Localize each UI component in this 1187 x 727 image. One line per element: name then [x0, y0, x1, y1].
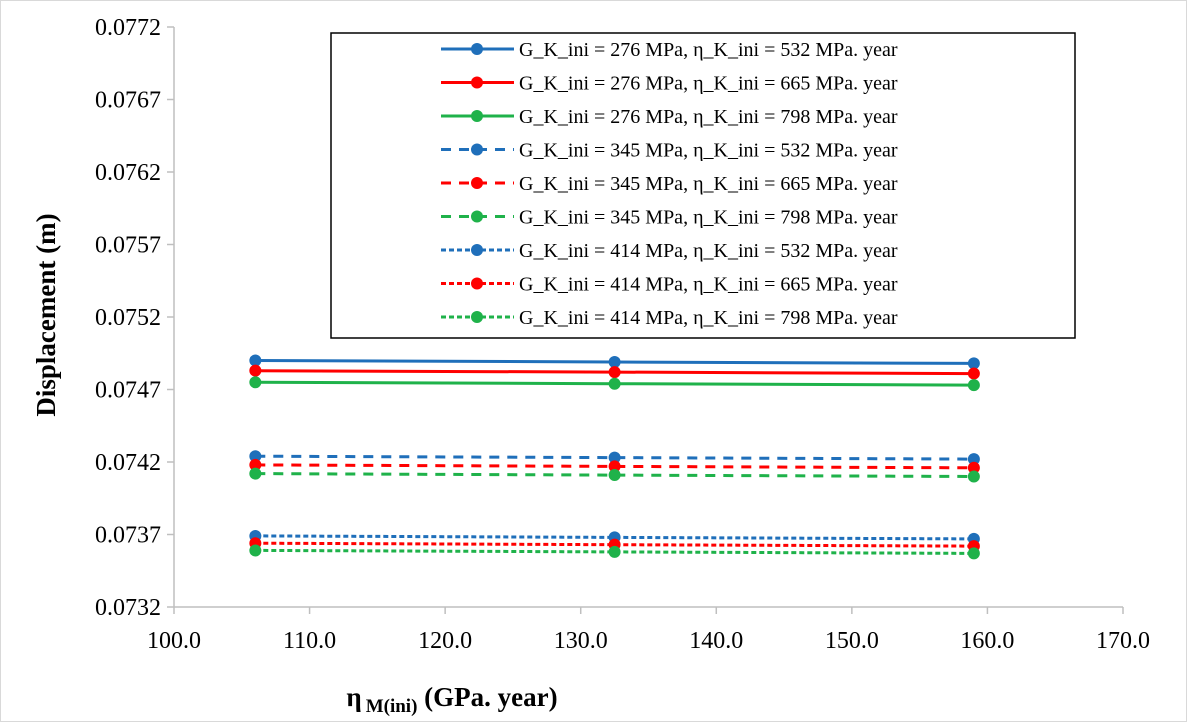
legend: G_K_ini = 276 MPa, η_K_ini = 532 MPa. ye… — [330, 32, 1076, 339]
legend-swatch-marker — [471, 177, 483, 189]
series-1-point — [967, 357, 980, 370]
series-6-point — [249, 467, 262, 480]
series-9-point — [608, 545, 621, 558]
legend-label: G_K_ini = 414 MPa, η_K_ini = 798 MPa. ye… — [519, 307, 898, 329]
x-axis-title-rest: (GPa. year) — [417, 682, 557, 712]
series-5-line — [255, 463, 974, 470]
y-tick-label: 0.0752 — [95, 305, 161, 331]
series-1 — [249, 354, 980, 370]
x-tick-label: 130.0 — [554, 628, 608, 654]
series-2-point — [967, 367, 980, 380]
series-5-point — [249, 458, 262, 471]
series-2 — [249, 364, 980, 380]
x-tick-label: 160.0 — [960, 628, 1014, 654]
series-layer — [249, 354, 980, 560]
y-tick-label: 0.0742 — [95, 450, 161, 476]
series-5 — [249, 458, 980, 474]
axes: 0.0732 0.0737 0.0742 0.0747 0.0752 0.0757 0.07… — [95, 15, 1150, 654]
series-3 — [249, 376, 980, 392]
series-3-point — [608, 377, 621, 390]
x-tick-label: 120.0 — [418, 628, 472, 654]
series-9 — [249, 544, 980, 560]
series-3-point — [967, 379, 980, 392]
legend-swatch-marker — [471, 210, 483, 223]
y-tick-label: 0.0772 — [95, 15, 161, 41]
legend-label: G_K_ini = 345 MPa, η_K_ini = 532 MPa. ye… — [519, 140, 898, 162]
y-tick-label: 0.0732 — [95, 595, 161, 621]
series-9-point — [249, 544, 262, 557]
x-tick-label: 140.0 — [689, 628, 743, 654]
legend-swatch-marker — [471, 110, 483, 122]
y-tick-label: 0.0747 — [95, 378, 161, 404]
x-axis-title-main: η — [346, 682, 361, 712]
series-5-point — [608, 460, 621, 473]
legend-label: G_K_ini = 276 MPa, η_K_ini = 532 MPa. ye… — [519, 39, 898, 61]
series-6-point — [608, 469, 621, 482]
series-6 — [249, 467, 980, 483]
legend-label: G_K_ini = 345 MPa, η_K_ini = 798 MPa. ye… — [519, 207, 898, 229]
series-9-point — [967, 547, 980, 560]
series-1-point — [608, 355, 621, 368]
legend-swatch-marker — [471, 277, 483, 290]
x-tick-label: 110.0 — [283, 628, 336, 654]
x-axis-title: η M(ini) (GPa. year) — [346, 682, 557, 717]
y-tick-label: 0.0757 — [95, 233, 161, 259]
legend-swatch-marker — [471, 76, 483, 89]
y-tick-label: 0.0762 — [95, 160, 161, 186]
y-tick-label: 0.0737 — [95, 523, 161, 549]
series-1-point — [249, 354, 262, 367]
legend-label: G_K_ini = 414 MPa, η_K_ini = 532 MPa. ye… — [519, 240, 898, 262]
legend-label: G_K_ini = 345 MPa, η_K_ini = 665 MPa. ye… — [519, 173, 898, 195]
legend-swatch-marker — [471, 43, 483, 55]
series-6-point — [967, 470, 980, 483]
series-2-point — [608, 366, 621, 379]
x-axis-title-subscript: M(ini) — [366, 696, 418, 717]
legend-swatch-marker — [471, 311, 483, 323]
series-4-point — [967, 453, 980, 466]
series-4 — [249, 450, 980, 466]
series-6-line — [255, 472, 974, 478]
legend-label: G_K_ini = 276 MPa, η_K_ini = 665 MPa. ye… — [519, 73, 898, 95]
x-tick-label: 150.0 — [825, 628, 879, 654]
series-5-point — [967, 461, 980, 474]
legend-swatch-marker — [471, 244, 483, 256]
series-4-point — [608, 451, 621, 464]
series-2-point — [249, 364, 262, 377]
legend-swatch-marker — [471, 143, 483, 156]
series-4-point — [249, 450, 262, 463]
y-tick-label: 0.0767 — [95, 88, 161, 114]
y-axis-title: Displacement (m) — [31, 213, 61, 416]
legend-label: G_K_ini = 414 MPa, η_K_ini = 665 MPa. ye… — [519, 274, 898, 296]
x-tick-label: 100.0 — [147, 628, 201, 654]
x-tick-label: 170.0 — [1096, 628, 1150, 654]
series-3-point — [249, 376, 262, 389]
series-4-line — [255, 454, 974, 461]
legend-label: G_K_ini = 276 MPa, η_K_ini = 798 MPa. ye… — [519, 106, 898, 128]
